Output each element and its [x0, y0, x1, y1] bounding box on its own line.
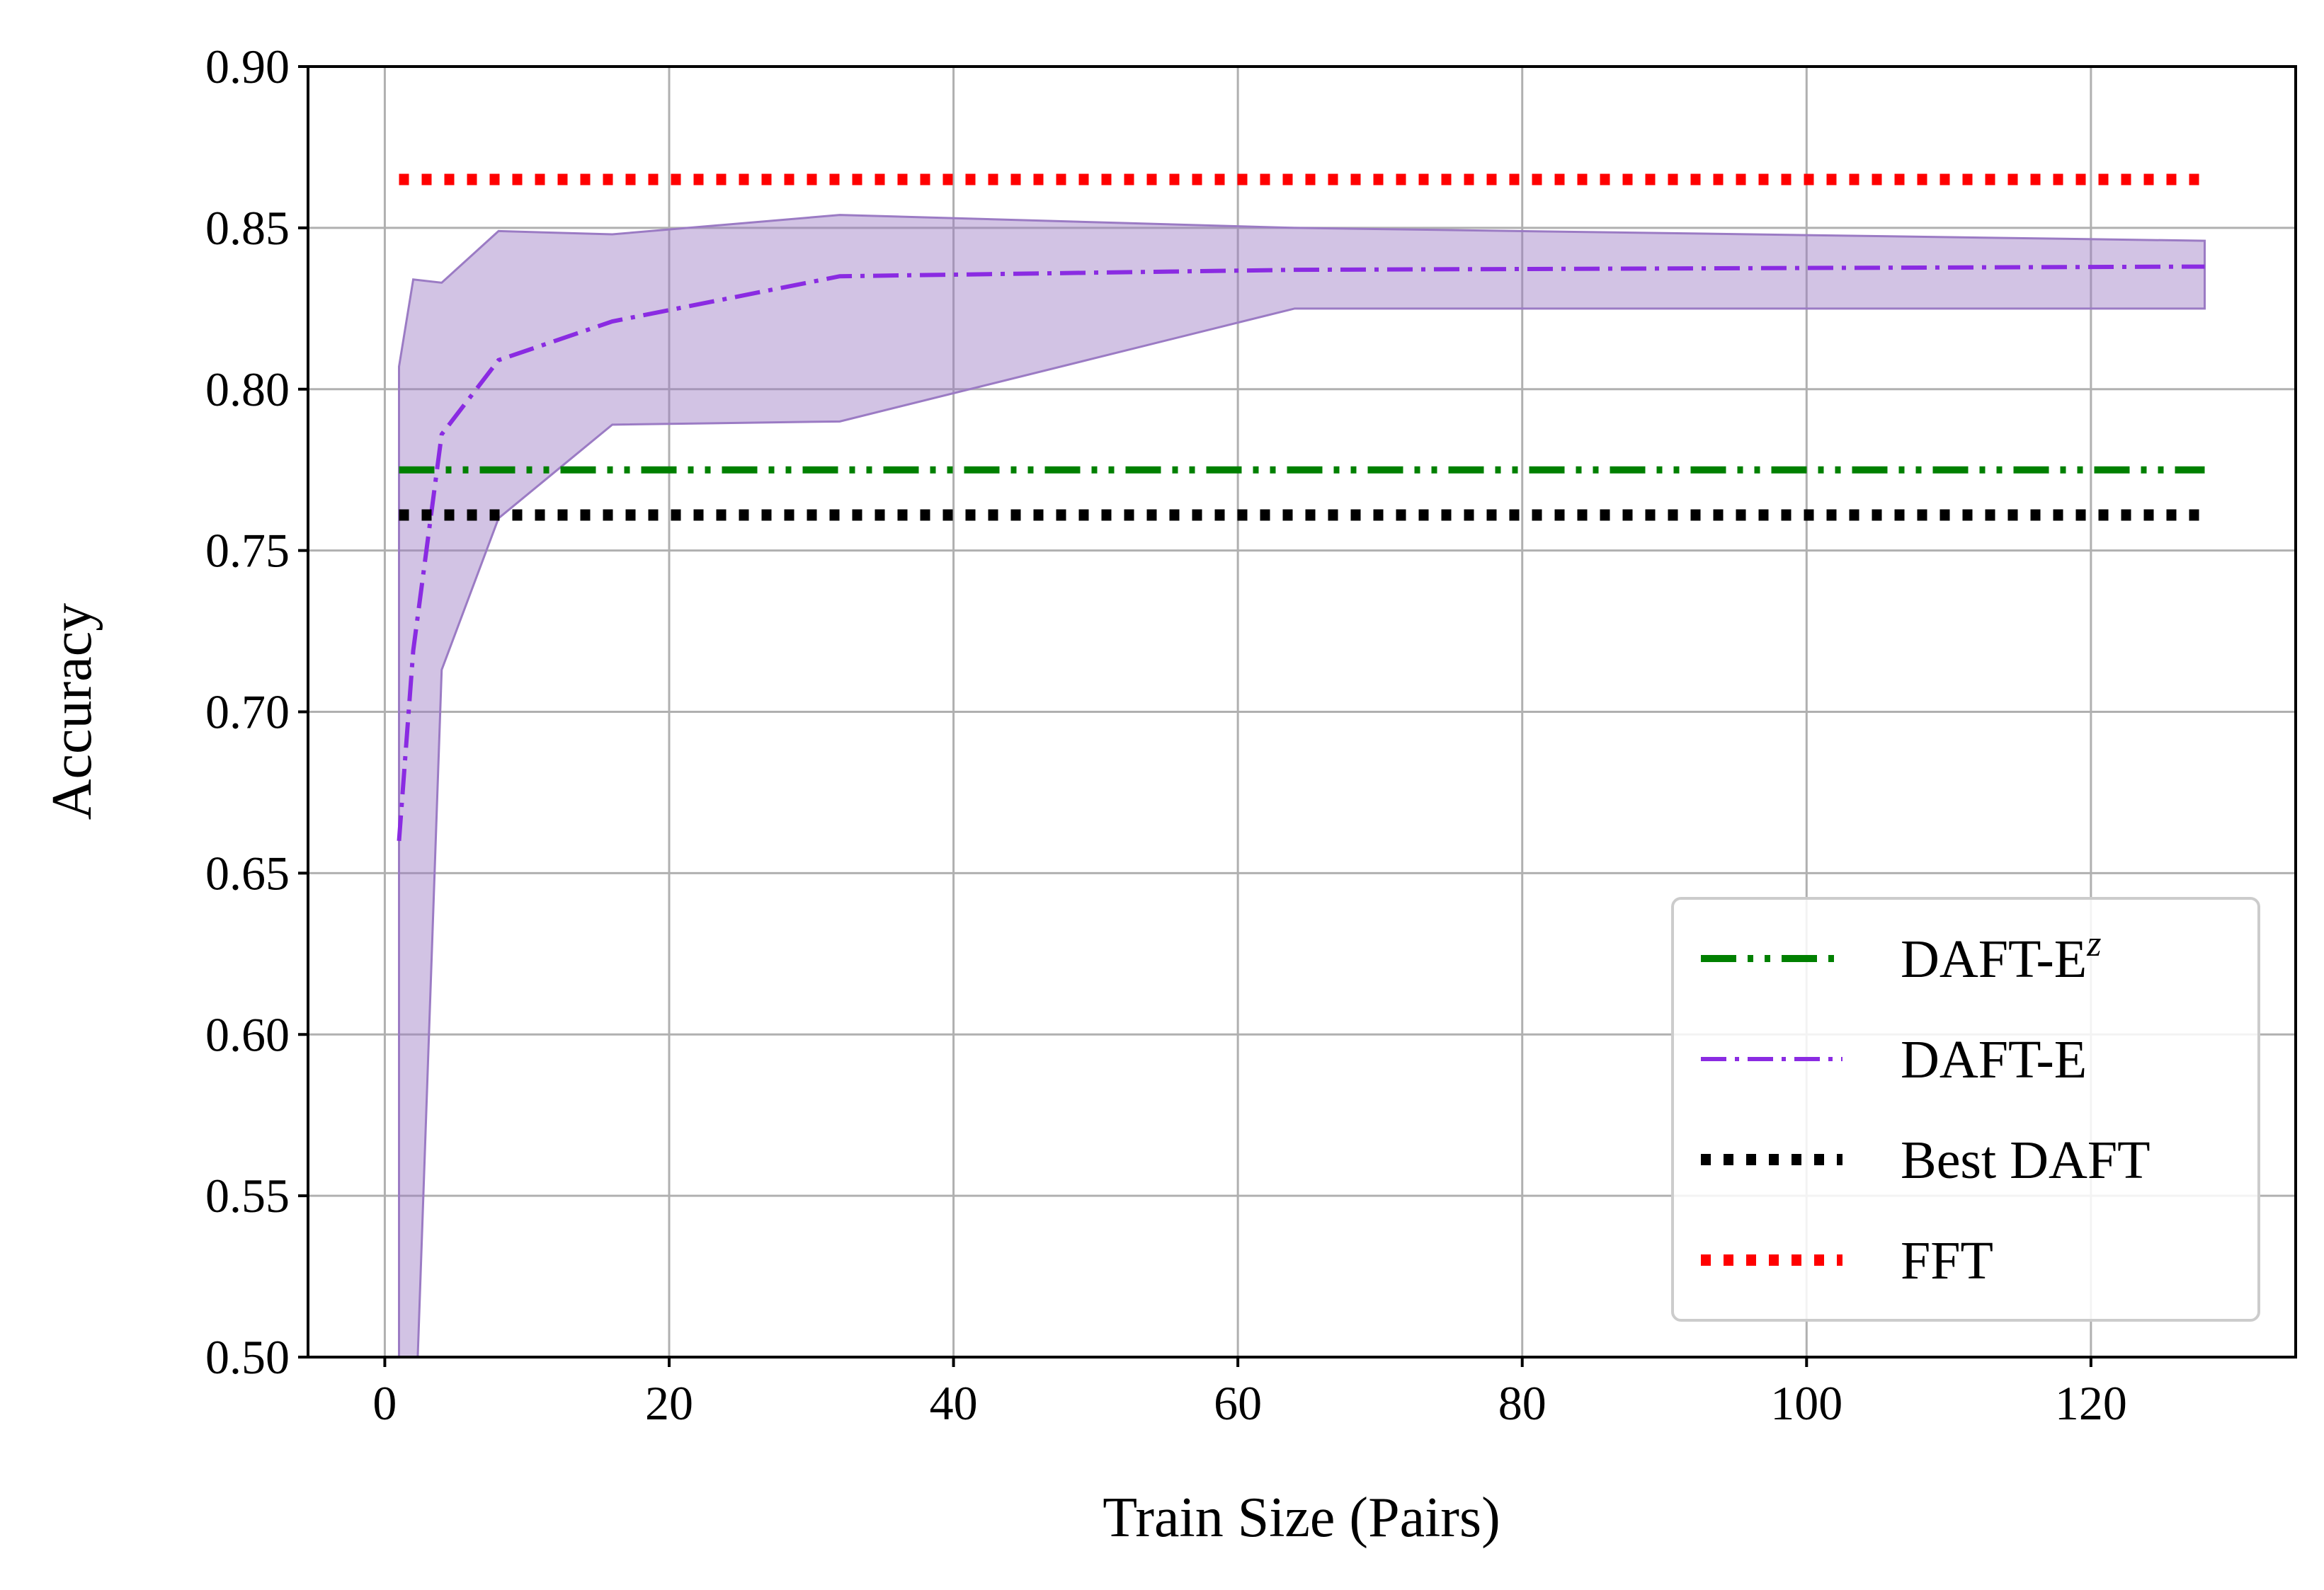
series-lines [397, 173, 2205, 842]
y-tick-label: 0.75 [205, 524, 290, 578]
legend: DAFT-Ez DAFT-E Best DAFT FFT [1671, 897, 2260, 1322]
x-tick-label: 0 [372, 1376, 397, 1430]
y-axis-title: Accuracy [41, 603, 103, 820]
x-axis-title: Train Size (Pairs) [1103, 1487, 1500, 1549]
axis-ticks: 0 20 40 60 80 100 120 0.50 0.55 0.60 0.65 0.70 0.75 0… [205, 40, 2127, 1430]
legend-box [1671, 897, 2260, 1322]
legend-label: Best DAFT [1901, 1131, 2151, 1190]
y-tick-label: 0.50 [205, 1330, 290, 1384]
x-tick-label: 120 [2055, 1376, 2127, 1430]
grid-lines [308, 65, 2296, 1359]
y-tick-label: 0.55 [205, 1169, 290, 1223]
series-line [397, 264, 2205, 842]
legend-label: FFT [1901, 1231, 1993, 1291]
x-tick-label: 100 [1770, 1376, 1842, 1430]
confidence-bands [398, 214, 2206, 1357]
legend-label: DAFT-E [1901, 1030, 2087, 1089]
y-tick-label: 0.65 [205, 846, 290, 900]
y-tick-label: 0.70 [205, 685, 290, 739]
y-tick-label: 0.85 [205, 201, 290, 255]
legend-label-superscript: z [2086, 924, 2101, 964]
legend-label: DAFT-Ez [1901, 924, 2101, 989]
y-tick-label: 0.60 [205, 1007, 290, 1061]
y-tick-label: 0.80 [205, 362, 290, 416]
x-tick-label: 20 [645, 1376, 693, 1430]
y-tick-label: 0.90 [205, 40, 290, 93]
x-tick-label: 60 [1214, 1376, 1262, 1430]
series-band [398, 214, 2206, 1357]
x-tick-label: 80 [1498, 1376, 1547, 1430]
x-tick-label: 40 [930, 1376, 978, 1430]
